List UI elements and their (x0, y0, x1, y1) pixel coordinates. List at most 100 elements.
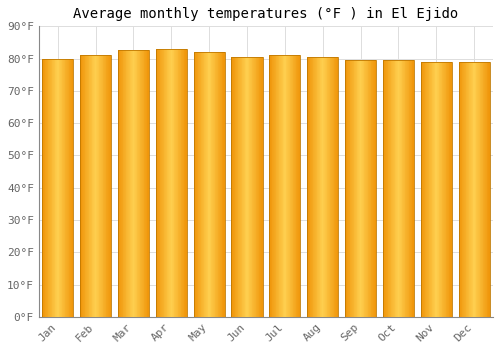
Bar (397, 60, 398, 317)
Bar (63, 58, 64, 317)
Bar (106, 55, 107, 317)
Bar (387, 60, 388, 317)
Bar (87, 55, 88, 317)
Bar (257, 57, 258, 317)
Bar (209, 52, 210, 317)
Bar (285, 55, 286, 317)
Bar (104, 55, 105, 317)
Bar (477, 62, 478, 317)
Bar (353, 60, 354, 317)
Bar (180, 49, 182, 317)
Bar (156, 49, 158, 317)
Bar (109, 55, 110, 317)
Title: Average monthly temperatures (°F ) in El Ejido: Average monthly temperatures (°F ) in El… (74, 7, 458, 21)
Bar (247, 57, 248, 317)
Bar (220, 52, 221, 317)
Bar (67, 58, 68, 317)
Bar (394, 60, 396, 317)
Bar (356, 60, 358, 317)
Bar (316, 57, 318, 317)
Bar (144, 50, 145, 317)
Bar (110, 55, 111, 317)
Bar (444, 62, 445, 317)
Bar (479, 62, 480, 317)
Bar (169, 49, 170, 317)
Bar (105, 55, 106, 317)
Bar (333, 57, 334, 317)
Bar (336, 57, 338, 317)
Bar (460, 62, 461, 317)
Bar (66, 58, 67, 317)
Bar (370, 60, 372, 317)
Bar (442, 62, 444, 317)
Bar (53, 58, 54, 317)
Bar (322, 57, 324, 317)
Bar (241, 57, 242, 317)
Bar (118, 50, 149, 317)
Bar (307, 57, 308, 317)
Bar (476, 62, 477, 317)
Bar (404, 60, 406, 317)
Bar (412, 60, 413, 317)
Bar (244, 57, 246, 317)
Bar (82, 55, 83, 317)
Bar (488, 62, 489, 317)
Bar (239, 57, 240, 317)
Bar (396, 60, 397, 317)
Bar (98, 55, 100, 317)
Bar (446, 62, 447, 317)
Bar (350, 60, 352, 317)
Bar (131, 50, 132, 317)
Bar (81, 55, 82, 317)
Bar (236, 57, 237, 317)
Bar (363, 60, 364, 317)
Bar (174, 49, 175, 317)
Bar (223, 52, 224, 317)
Bar (271, 55, 272, 317)
Bar (161, 49, 162, 317)
Bar (274, 55, 275, 317)
Bar (320, 57, 321, 317)
Bar (413, 60, 414, 317)
Bar (421, 62, 422, 317)
Bar (437, 62, 438, 317)
Bar (255, 57, 256, 317)
Bar (92, 55, 94, 317)
Bar (248, 57, 250, 317)
Bar (307, 57, 338, 317)
Bar (448, 62, 450, 317)
Bar (97, 55, 98, 317)
Bar (200, 52, 202, 317)
Bar (464, 62, 465, 317)
Bar (130, 50, 131, 317)
Bar (434, 62, 436, 317)
Bar (486, 62, 488, 317)
Bar (398, 60, 399, 317)
Bar (253, 57, 254, 317)
Bar (134, 50, 135, 317)
Bar (482, 62, 484, 317)
Bar (143, 50, 144, 317)
Bar (431, 62, 432, 317)
Bar (467, 62, 468, 317)
Bar (217, 52, 218, 317)
Bar (282, 55, 284, 317)
Bar (461, 62, 462, 317)
Bar (186, 49, 187, 317)
Bar (489, 62, 490, 317)
Bar (295, 55, 296, 317)
Bar (329, 57, 330, 317)
Bar (184, 49, 186, 317)
Bar (122, 50, 124, 317)
Bar (234, 57, 236, 317)
Bar (273, 55, 274, 317)
Bar (287, 55, 288, 317)
Bar (485, 62, 486, 317)
Bar (450, 62, 451, 317)
Bar (359, 60, 360, 317)
Bar (162, 49, 163, 317)
Bar (166, 49, 168, 317)
Bar (424, 62, 426, 317)
Bar (389, 60, 390, 317)
Bar (372, 60, 373, 317)
